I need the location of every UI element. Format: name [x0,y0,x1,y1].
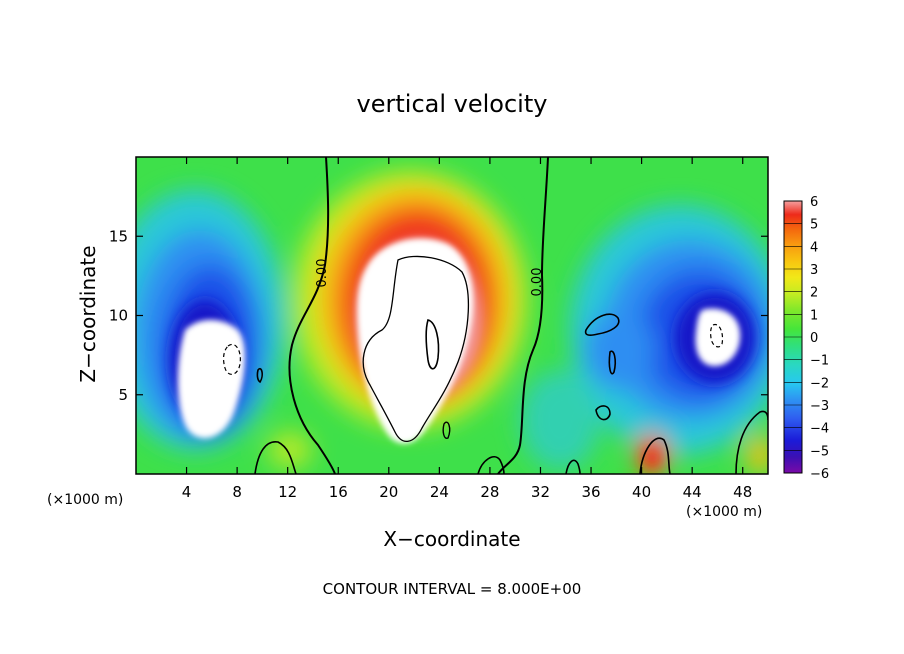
colorbar-tick-label: 5 [810,218,818,233]
x-axis-title: X−coordinate [383,527,520,551]
contour-interval-note: CONTOUR INTERVAL = 8.000E+00 [323,580,582,598]
x-unit-label-left: (×1000 m) [47,492,123,508]
x-tick-label: 32 [531,483,550,501]
colorbar-tick-label: −1 [810,354,829,369]
y-axis-title: Z−coordinate [76,245,100,382]
x-tick-label: 44 [683,483,702,501]
colorbar-tick-label: 3 [810,263,818,278]
colorbar-tick-label: −4 [810,422,829,437]
colorbar-tick-label: 6 [810,195,818,210]
contour-lines [222,157,768,474]
colorbar-ticks: 6 5 4 3 2 1 0 −1 −2 −3 −4 −5 −6 [784,195,829,482]
contour-label-right: 0.00 [530,268,545,297]
y-tick-label: 10 [109,307,128,325]
x-tick-label: 12 [278,483,297,501]
x-tick-label: 28 [480,483,499,501]
contour-label-left: 0.00 [315,259,330,288]
y-tick-label: 5 [118,386,128,404]
colorbar-tick-label: 0 [810,331,818,346]
colorbar-tick-label: −2 [810,376,829,391]
colorbar-tick-label: −3 [810,399,829,414]
chart-title: vertical velocity [357,90,548,118]
x-tick-label: 8 [232,483,242,501]
zero-contour-right [497,157,549,474]
heatmap-field [136,157,768,474]
colorbar-tick-label: 2 [810,286,818,301]
x-tick-label: 36 [581,483,600,501]
zero-contour-left [288,157,336,474]
y-tick-label: 15 [109,227,128,245]
x-tick-label: 40 [632,483,651,501]
x-tick-label: 16 [329,483,348,501]
colorbar-tick-label: −6 [810,467,829,482]
colorbar-tick-label: −5 [810,444,829,459]
colorbar-tick-label: 1 [810,308,818,323]
colorbar: 6 5 4 3 2 1 0 −1 −2 −3 −4 −5 −6 [783,195,829,482]
x-axis: 4 8 12 16 20 24 28 32 36 40 44 48 [182,157,752,501]
x-tick-label: 20 [379,483,398,501]
x-tick-label: 4 [182,483,192,501]
y-axis: 5 10 15 [109,227,768,404]
x-tick-label: 48 [733,483,752,501]
x-tick-label: 24 [430,483,449,501]
colorbar-tick-label: 4 [810,240,818,255]
x-unit-label-right: (×1000 m) [686,504,762,520]
